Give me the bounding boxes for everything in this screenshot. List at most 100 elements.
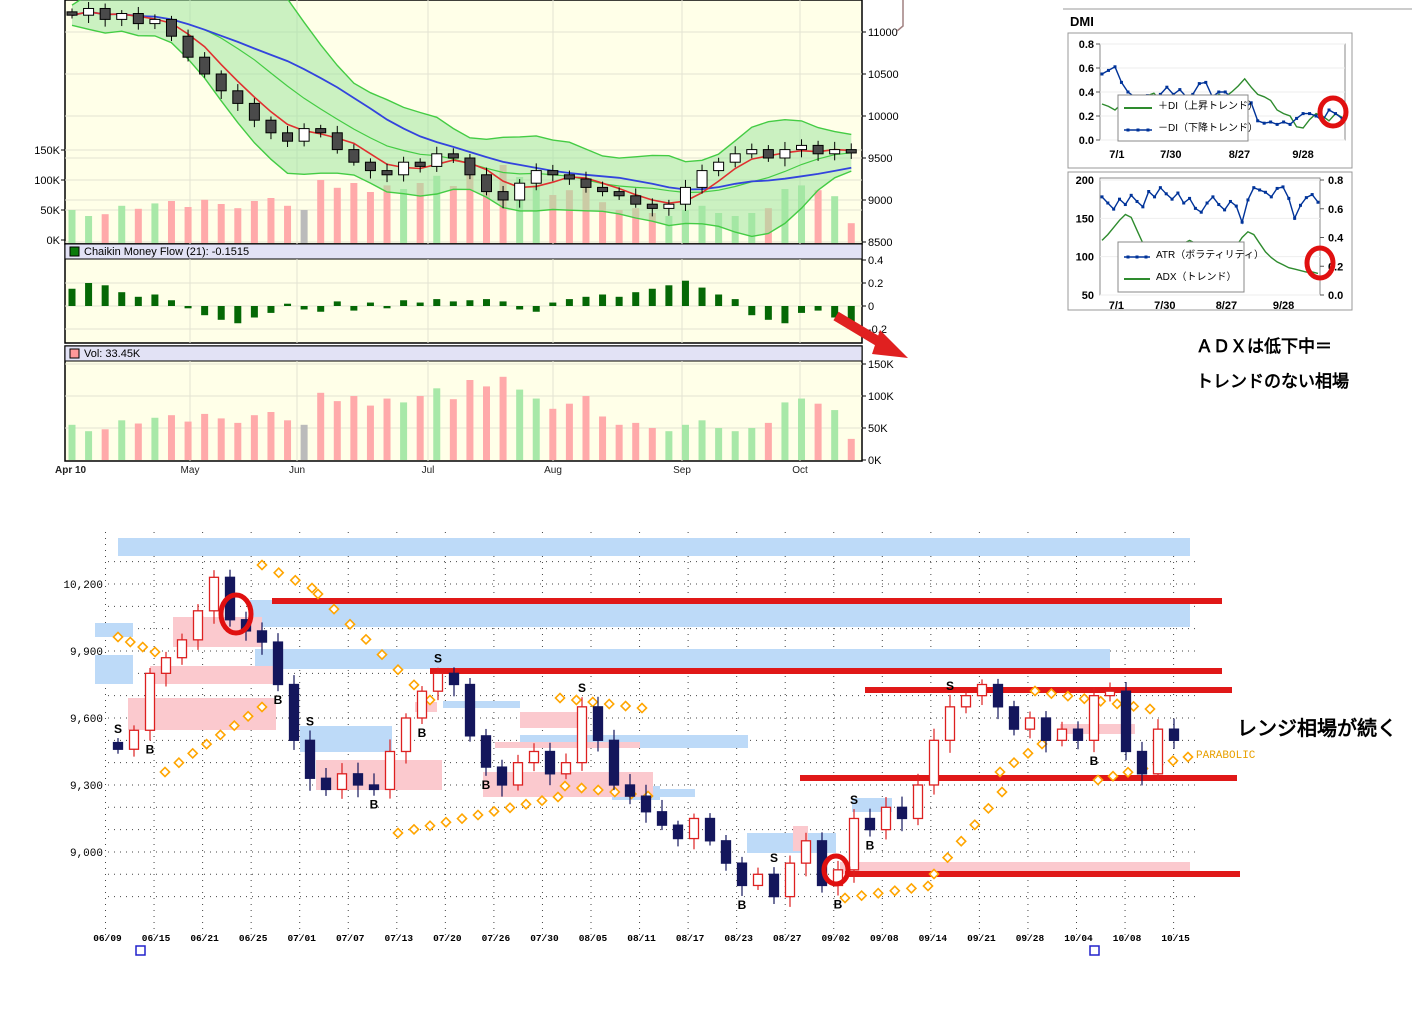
main-price-chart: 11000 10500 10000 9500 9000 8500 150K 100K 50K 0K…	[34, 0, 899, 476]
svg-text:07/30: 07/30	[530, 933, 559, 944]
svg-text:0.4: 0.4	[1079, 87, 1095, 99]
svg-text:9000: 9000	[868, 195, 892, 207]
brown-line-fragment	[896, 0, 904, 32]
svg-text:0K: 0K	[868, 455, 882, 467]
range-red-circle-2	[821, 853, 851, 887]
svg-text:Jul: Jul	[422, 465, 435, 476]
svg-text:08/23: 08/23	[724, 933, 753, 944]
svg-text:9500: 9500	[868, 153, 892, 165]
svg-text:0.4: 0.4	[1328, 233, 1344, 245]
svg-text:10/15: 10/15	[1161, 933, 1190, 944]
dmi-red-circle-1	[1317, 95, 1349, 129]
svg-text:06/21: 06/21	[190, 933, 219, 944]
svg-text:S: S	[770, 851, 778, 865]
svg-text:Jun: Jun	[289, 465, 305, 476]
svg-text:B: B	[738, 898, 747, 912]
svg-text:09/14: 09/14	[919, 933, 948, 944]
svg-text:50K: 50K	[868, 423, 888, 435]
svg-text:09/02: 09/02	[821, 933, 850, 944]
svg-text:B: B	[146, 743, 155, 757]
dmi-red-circle-2	[1304, 245, 1336, 281]
svg-text:100K: 100K	[34, 175, 60, 187]
svg-text:50K: 50K	[40, 205, 60, 217]
svg-text:S: S	[434, 652, 442, 666]
svg-text:8/27: 8/27	[1216, 300, 1237, 312]
volume-panel-label: Vol: 33.45K	[84, 348, 141, 360]
svg-text:B: B	[370, 798, 379, 812]
svg-text:0.6: 0.6	[1328, 204, 1343, 216]
svg-text:8500: 8500	[868, 237, 892, 249]
svg-text:09/08: 09/08	[870, 933, 899, 944]
svg-text:09/21: 09/21	[967, 933, 996, 944]
svg-text:150: 150	[1076, 213, 1094, 225]
legend-atr-label: ATR（ボラティリティ）	[1156, 250, 1265, 261]
svg-text:B: B	[866, 839, 875, 853]
svg-text:0: 0	[868, 301, 874, 313]
svg-text:S: S	[306, 714, 314, 728]
svg-text:08/27: 08/27	[773, 933, 802, 944]
svg-text:150K: 150K	[34, 145, 60, 157]
red-level-lines	[272, 598, 1240, 877]
svg-text:Apr 10: Apr 10	[55, 465, 87, 476]
svg-text:07/01: 07/01	[287, 933, 316, 944]
svg-text:06/09: 06/09	[93, 933, 122, 944]
svg-text:May: May	[181, 465, 200, 476]
svg-text:S: S	[946, 679, 954, 693]
svg-text:10000: 10000	[868, 111, 899, 123]
svg-text:Sep: Sep	[673, 465, 691, 476]
range-candles	[112, 569, 1180, 907]
svg-text:11000: 11000	[868, 27, 898, 39]
svg-text:08/11: 08/11	[627, 933, 656, 944]
svg-text:B: B	[274, 693, 283, 707]
svg-text:0.2: 0.2	[1079, 111, 1094, 123]
svg-text:9/28: 9/28	[1273, 300, 1294, 312]
svg-text:7/1: 7/1	[1109, 149, 1124, 161]
dmi-panel-title: DMI	[1070, 14, 1094, 29]
svg-text:10,200: 10,200	[63, 580, 103, 592]
svg-text:B: B	[834, 898, 843, 912]
svg-text:0.8: 0.8	[1328, 175, 1343, 187]
svg-text:0.8: 0.8	[1079, 39, 1094, 51]
svg-text:Oct: Oct	[792, 465, 808, 476]
adx-caption-line2: トレンドのない相場	[1196, 372, 1349, 391]
support-resistance-bands	[95, 538, 1190, 874]
svg-text:7/1: 7/1	[1109, 300, 1124, 312]
svg-text:08/05: 08/05	[579, 933, 608, 944]
parabolic-label: PARABOLIC	[1196, 750, 1256, 762]
svg-text:0.4: 0.4	[868, 255, 883, 267]
svg-text:0.6: 0.6	[1079, 63, 1094, 75]
range-red-circle-1	[218, 592, 254, 636]
svg-text:S: S	[114, 722, 122, 736]
svg-text:07/20: 07/20	[433, 933, 462, 944]
dmi-di-plot: 0.8 0.6 0.4 0.2 0.0 7/1 7/30 8/27 9/28	[1067, 32, 1353, 169]
svg-text:0.2: 0.2	[868, 278, 883, 290]
trade-markers: S B B S B B S B S B S B S B S B	[114, 652, 1099, 912]
svg-text:50: 50	[1082, 290, 1094, 302]
svg-text:9,600: 9,600	[70, 714, 103, 726]
range-market-caption: レンジ相場が続く	[1237, 718, 1397, 740]
svg-text:0.0: 0.0	[1079, 135, 1094, 147]
chaikin-panel-label: Chaikin Money Flow (21): -0.1515	[84, 246, 250, 258]
svg-text:9,900: 9,900	[70, 647, 103, 659]
price-panel-plot	[66, 0, 857, 243]
svg-text:7/30: 7/30	[1160, 149, 1181, 161]
svg-text:S: S	[850, 793, 858, 807]
svg-text:B: B	[418, 726, 427, 740]
legend-minus-di-label: －DI（下降トレンド）	[1158, 123, 1258, 134]
svg-text:10/08: 10/08	[1113, 933, 1142, 944]
svg-text:9,300: 9,300	[70, 781, 103, 793]
range-chart: 10,200 9,900 9,600 9,300 9,000 06/09 06/15 06/2…	[63, 532, 1195, 956]
svg-text:10/04: 10/04	[1064, 933, 1093, 944]
declining-arrow	[833, 311, 908, 358]
svg-text:9/28: 9/28	[1292, 149, 1313, 161]
svg-text:09/28: 09/28	[1016, 933, 1045, 944]
svg-text:100K: 100K	[868, 391, 894, 403]
svg-text:10500: 10500	[868, 69, 899, 81]
svg-text:B: B	[482, 778, 491, 792]
chaikin-panel-plot	[68, 280, 855, 460]
svg-text:7/30: 7/30	[1154, 300, 1175, 312]
legend-plus-di-label: ＋DI（上昇トレンド）	[1158, 101, 1258, 112]
